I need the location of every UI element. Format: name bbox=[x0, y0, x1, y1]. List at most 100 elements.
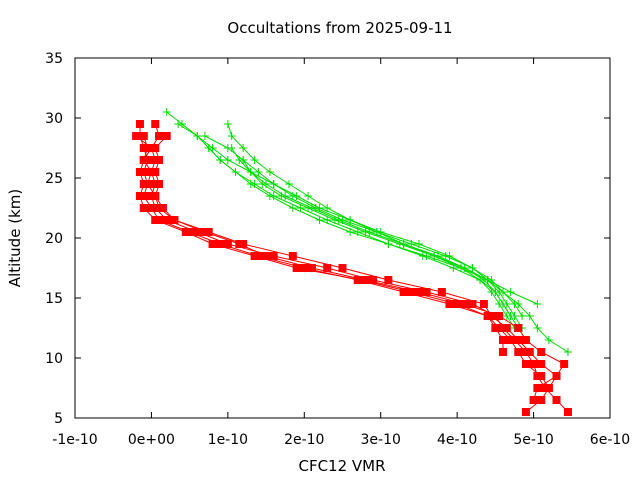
x-tick-label: 2e-10 bbox=[284, 432, 324, 448]
data-point-plus bbox=[468, 264, 477, 272]
data-point-plus bbox=[223, 120, 232, 128]
data-point-plus bbox=[441, 252, 450, 260]
data-point-plus bbox=[533, 300, 542, 308]
data-point-square bbox=[384, 276, 393, 284]
series-line bbox=[227, 123, 538, 305]
data-point-square bbox=[499, 336, 507, 344]
data-point-square bbox=[250, 252, 259, 260]
data-point-square bbox=[521, 360, 530, 368]
data-point-square bbox=[422, 288, 431, 296]
data-point-square bbox=[162, 216, 171, 224]
data-point-plus bbox=[223, 156, 232, 164]
data-point-plus bbox=[200, 132, 209, 140]
data-point-square bbox=[357, 276, 366, 284]
data-point-square bbox=[151, 144, 160, 152]
series-line bbox=[154, 135, 565, 389]
data-point-square bbox=[181, 228, 190, 236]
data-point-plus bbox=[227, 132, 236, 140]
data-point-square bbox=[483, 312, 492, 320]
data-point-plus bbox=[288, 192, 297, 200]
series-layer bbox=[132, 108, 572, 416]
data-point-square bbox=[151, 192, 160, 200]
data-point-plus bbox=[269, 192, 278, 200]
data-point-plus bbox=[265, 168, 274, 176]
data-point-square bbox=[479, 300, 488, 308]
data-point-square bbox=[529, 360, 538, 368]
data-point-square bbox=[537, 360, 546, 368]
data-point-square bbox=[460, 300, 469, 308]
series-line bbox=[177, 123, 515, 329]
data-point-square bbox=[151, 120, 160, 128]
data-point-square bbox=[269, 252, 278, 260]
data-point-plus bbox=[246, 168, 255, 176]
data-point-plus bbox=[483, 276, 492, 284]
data-point-plus bbox=[239, 144, 248, 152]
data-point-square bbox=[170, 216, 179, 224]
x-tick-label: -1e-10 bbox=[52, 432, 97, 448]
data-point-plus bbox=[361, 228, 370, 236]
data-point-square bbox=[155, 156, 164, 164]
data-point-square bbox=[139, 180, 148, 188]
data-point-plus bbox=[544, 336, 553, 344]
data-point-plus bbox=[227, 144, 236, 152]
data-point-square bbox=[514, 324, 523, 332]
data-point-plus bbox=[231, 168, 240, 176]
data-point-square bbox=[262, 252, 271, 260]
data-point-plus bbox=[288, 204, 297, 212]
plot-area bbox=[74, 57, 611, 419]
data-point-square bbox=[223, 240, 232, 248]
data-point-square bbox=[529, 396, 538, 404]
y-axis-label: Altitude (km) bbox=[6, 189, 24, 287]
data-point-plus bbox=[510, 300, 519, 308]
y-tick-label: 20 bbox=[45, 231, 63, 247]
data-point-square bbox=[135, 168, 144, 176]
y-tick-label: 30 bbox=[45, 111, 63, 127]
data-point-plus bbox=[250, 156, 259, 164]
data-point-plus bbox=[510, 312, 519, 320]
series-10 bbox=[227, 144, 515, 320]
data-point-square bbox=[552, 372, 561, 380]
data-point-square bbox=[155, 132, 164, 140]
data-point-square bbox=[216, 240, 225, 248]
data-point-square bbox=[437, 288, 446, 296]
x-tick-label: 3e-10 bbox=[361, 432, 401, 448]
data-point-plus bbox=[449, 264, 458, 272]
series-11 bbox=[239, 156, 527, 332]
data-point-plus bbox=[174, 120, 183, 128]
y-tick-label: 5 bbox=[54, 411, 63, 427]
data-point-plus bbox=[430, 252, 439, 260]
series-line bbox=[139, 135, 504, 352]
data-point-square bbox=[525, 348, 534, 356]
x-axis: -1e-10 0e+00 1e-10 2e-10 3e-10 4e-10 5e-10 6e-1… bbox=[52, 58, 630, 448]
data-point-plus bbox=[285, 180, 293, 188]
x-axis-label: CFC12 VMR bbox=[298, 457, 385, 475]
x-tick-label: 4e-10 bbox=[437, 432, 477, 448]
data-point-plus bbox=[304, 204, 313, 212]
data-point-plus bbox=[323, 216, 332, 224]
x-tick-label: 0e+00 bbox=[128, 432, 175, 448]
data-point-plus bbox=[162, 108, 171, 116]
data-point-square bbox=[552, 396, 561, 404]
y-tick-label: 35 bbox=[45, 51, 63, 67]
data-point-plus bbox=[239, 156, 248, 164]
data-point-square bbox=[407, 288, 416, 296]
chart-title: Occultations from 2025-09-11 bbox=[227, 19, 452, 37]
data-point-square bbox=[132, 132, 141, 140]
x-tick-label: 6e-10 bbox=[590, 432, 630, 448]
data-point-plus bbox=[395, 240, 404, 248]
data-point-square bbox=[537, 396, 546, 404]
data-point-square bbox=[300, 264, 309, 272]
data-point-square bbox=[491, 324, 500, 332]
data-point-plus bbox=[518, 312, 527, 320]
data-point-square bbox=[521, 336, 530, 344]
data-point-square bbox=[514, 348, 523, 356]
data-point-square bbox=[235, 240, 244, 248]
data-point-square bbox=[151, 216, 160, 224]
data-point-square bbox=[502, 324, 511, 332]
data-point-plus bbox=[502, 300, 511, 308]
y-tick-label: 10 bbox=[45, 351, 63, 367]
data-point-plus bbox=[525, 312, 534, 320]
data-point-square bbox=[369, 276, 378, 284]
data-point-square bbox=[495, 312, 504, 320]
